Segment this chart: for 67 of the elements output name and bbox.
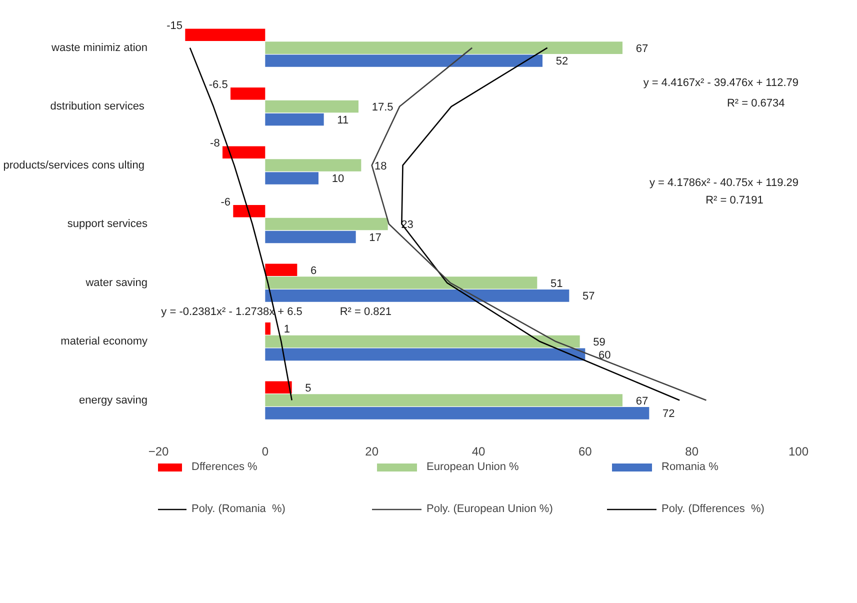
bar	[265, 394, 622, 406]
bar	[265, 54, 542, 67]
bar	[265, 276, 538, 289]
annotation: y = 4.1786x² - 40.75x + 119.29	[649, 176, 799, 189]
legend-label: Poly. (European Union %)	[426, 503, 554, 515]
y-tick-label: water saving	[84, 276, 148, 289]
data-label: 1	[284, 324, 290, 336]
bar	[265, 322, 270, 335]
legend-label: Poly. (Romania %)	[192, 503, 286, 515]
data-label: 60	[598, 349, 611, 362]
bar	[265, 381, 292, 394]
x-tick-label: 20	[365, 444, 379, 458]
bar	[265, 172, 318, 184]
y-tick-label: energy saving	[79, 394, 148, 406]
bar	[222, 146, 266, 159]
data-label: -6.5	[208, 78, 228, 91]
legend-label: Romania %	[662, 461, 720, 473]
data-label: 51	[550, 278, 563, 290]
bar	[265, 335, 580, 348]
data-label: 72	[662, 408, 675, 420]
bar	[265, 42, 622, 54]
x-tick-label: 60	[578, 444, 592, 458]
bar	[233, 204, 266, 218]
annotation: y = -0.2381x² - 1.2738x + 6.5	[161, 306, 302, 318]
data-label: -15	[166, 20, 183, 32]
bar	[265, 348, 586, 361]
data-label: 6	[310, 264, 317, 277]
annotation: R² = 0.821	[340, 306, 392, 318]
data-label: 18	[374, 160, 387, 172]
legend-label: European Union %	[426, 461, 520, 473]
legend-label: Poly. (Dfferences %)	[662, 503, 766, 515]
bar	[265, 113, 324, 126]
bar	[230, 87, 266, 100]
y-tick-label: material economy	[60, 336, 148, 348]
y-tick-label: products/services cons ulting	[3, 159, 144, 172]
data-label: 57	[582, 290, 595, 303]
data-label: -8	[210, 138, 220, 150]
annotation: R² = 0.7191	[706, 194, 764, 207]
y-tick-label: dstribution services	[50, 100, 145, 113]
data-label: 17.5	[372, 102, 394, 114]
data-label: 11	[337, 114, 349, 126]
annotation: R² = 0.6734	[726, 98, 785, 110]
bar	[265, 230, 356, 244]
annotation: y = 4.4167x² - 39.476x + 112.79	[643, 77, 799, 90]
data-label: 52	[556, 56, 568, 68]
bar	[265, 100, 358, 113]
data-label: -6	[220, 196, 230, 208]
bar	[265, 290, 570, 302]
y-tick-label: waste minimiz ation	[50, 42, 148, 54]
x-tick-label: 100	[788, 444, 809, 458]
x-tick-label: 40	[472, 444, 486, 458]
data-label: 59	[593, 336, 606, 349]
x-tick-label: 80	[685, 444, 699, 458]
bar	[265, 264, 298, 276]
bar	[265, 218, 388, 230]
data-label: 67	[636, 42, 648, 55]
bar	[265, 407, 650, 420]
y-tick-label: support services	[67, 218, 148, 230]
x-tick-label: 0	[262, 444, 269, 458]
bar	[185, 28, 266, 42]
data-label: 67	[636, 395, 648, 408]
legend-label: Dfferences %	[192, 461, 258, 473]
data-label: 5	[305, 382, 312, 394]
data-label: 10	[332, 173, 344, 186]
data-label: 17	[369, 232, 382, 244]
bar	[265, 159, 362, 172]
x-tick-label: −20	[148, 444, 170, 458]
